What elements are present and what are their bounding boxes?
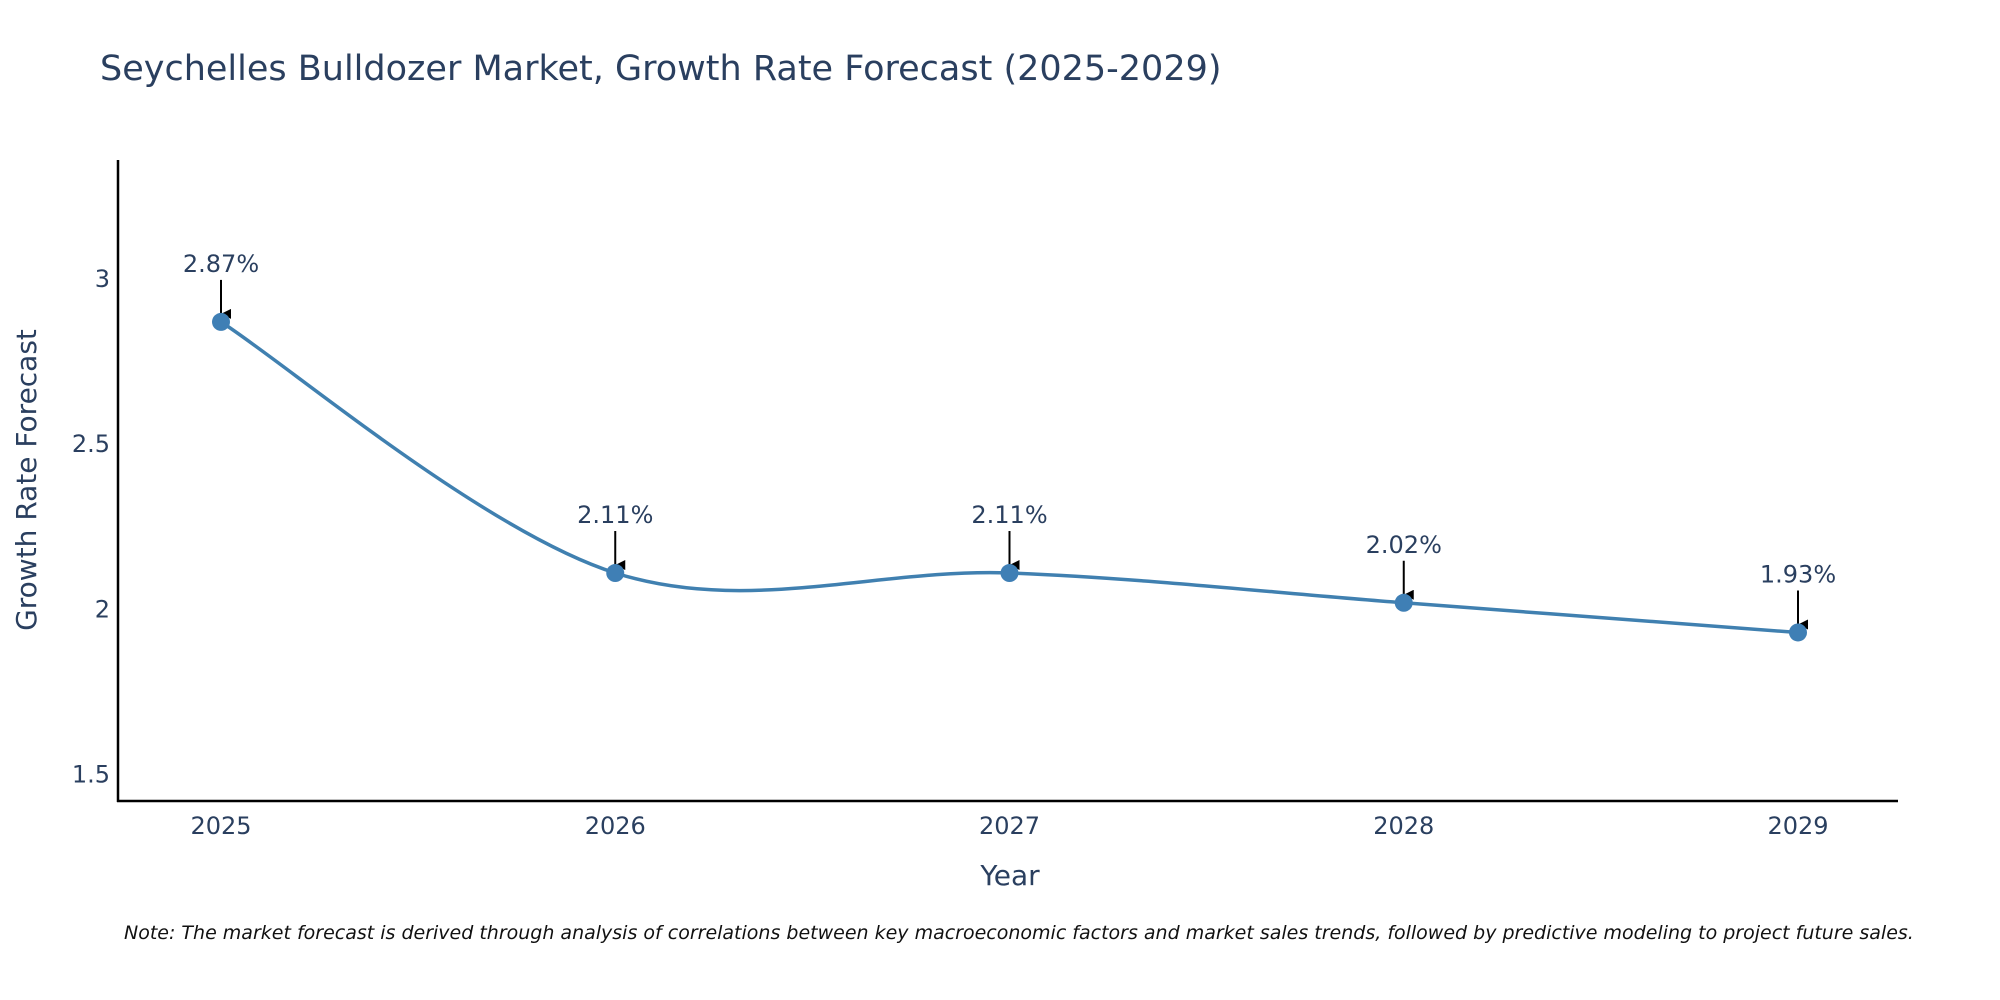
series-line (220, 320, 1799, 635)
y-tick-label: 2 (95, 595, 110, 623)
data-marker (1000, 564, 1019, 583)
x-tick-label: 2029 (1767, 812, 1828, 840)
data-label: 1.93% (1760, 560, 1836, 588)
data-labels: 2.87% 2.11% 2.11% 2.02% 1.93% (183, 250, 1836, 589)
footnote: Note: The market forecast is derived thr… (124, 922, 1914, 944)
data-label: 2.11% (971, 501, 1047, 529)
data-marker (1394, 593, 1413, 612)
data-marker (606, 564, 625, 583)
y-axis-ticks: 1.5 2 2.5 3 (72, 265, 110, 789)
x-tick-label: 2025 (190, 812, 251, 840)
data-label: 2.87% (183, 250, 259, 278)
y-tick-label: 1.5 (72, 761, 110, 789)
x-tick-label: 2027 (979, 812, 1040, 840)
y-tick-label: 3 (95, 265, 110, 293)
y-axis-title: Growth Rate Forecast (10, 329, 43, 631)
x-tick-label: 2026 (585, 812, 646, 840)
annotation-arrows (220, 279, 1808, 630)
x-axis-title: Year (979, 859, 1040, 892)
x-tick-label: 2028 (1373, 812, 1434, 840)
y-tick-label: 2.5 (72, 430, 110, 458)
data-label: 2.11% (577, 501, 653, 529)
data-marker (212, 312, 230, 331)
data-markers (212, 312, 1807, 642)
data-marker (1789, 623, 1807, 642)
x-axis-ticks: 2025 2026 2027 2028 2029 (190, 812, 1828, 840)
data-label: 2.02% (1366, 531, 1442, 559)
chart-title: Seychelles Bulldozer Market, Growth Rate… (100, 49, 1222, 89)
